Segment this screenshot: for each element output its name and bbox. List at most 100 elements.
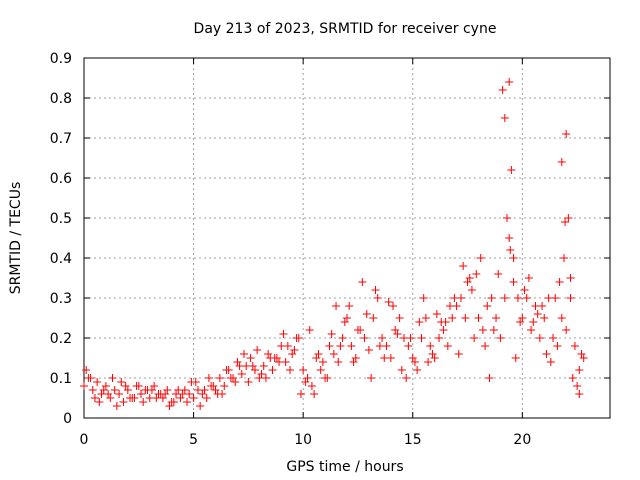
data-point <box>559 254 568 262</box>
data-point <box>459 262 468 270</box>
data-point <box>505 234 514 242</box>
data-point <box>101 382 110 390</box>
data-point <box>496 334 505 342</box>
data-point <box>233 358 242 366</box>
data-point <box>481 342 490 350</box>
data-point <box>178 390 187 398</box>
data-point <box>80 382 88 390</box>
data-point <box>104 390 113 398</box>
data-point <box>579 354 588 362</box>
plot-frame <box>83 57 611 419</box>
data-point <box>402 374 411 382</box>
data-point <box>268 366 277 374</box>
data-point <box>397 366 406 374</box>
data-point <box>93 378 102 386</box>
data-point <box>257 370 266 378</box>
chart-title: Day 213 of 2023, SRMTID for receiver cyn… <box>194 21 497 37</box>
data-point <box>119 398 128 406</box>
data-point <box>360 334 369 342</box>
data-point <box>476 254 485 262</box>
data-point <box>325 342 334 350</box>
data-point <box>305 326 314 334</box>
y-tick-label: 0.2 <box>50 331 72 347</box>
data-point <box>575 366 584 374</box>
data-point <box>156 390 165 398</box>
y-tick-label: 0 <box>63 411 72 427</box>
data-points <box>80 78 588 410</box>
data-point <box>505 78 514 86</box>
data-point <box>117 378 126 386</box>
data-point <box>110 386 119 394</box>
data-point <box>327 330 336 338</box>
data-point <box>220 382 229 390</box>
data-point <box>343 314 351 322</box>
data-point <box>454 350 463 358</box>
data-point <box>430 354 439 362</box>
data-point <box>270 354 279 362</box>
data-point <box>332 302 341 310</box>
data-point <box>575 390 584 398</box>
data-point <box>323 374 332 382</box>
data-point <box>566 294 575 302</box>
data-point <box>237 370 246 378</box>
data-point <box>435 334 444 342</box>
data-point <box>106 394 115 402</box>
y-tick-label: 0.4 <box>50 251 72 267</box>
data-point <box>492 314 501 322</box>
data-point <box>226 374 235 382</box>
data-point <box>487 294 496 302</box>
data-point <box>235 362 244 370</box>
y-tick-label: 0.7 <box>50 131 72 147</box>
data-point <box>95 398 104 406</box>
data-point <box>283 342 292 350</box>
data-point <box>529 318 538 326</box>
data-point <box>362 310 371 318</box>
data-point <box>86 374 95 382</box>
data-point <box>375 342 384 350</box>
data-point <box>443 342 452 350</box>
data-point <box>522 294 531 302</box>
data-point <box>413 366 422 374</box>
data-point <box>347 342 356 350</box>
data-point <box>369 314 378 322</box>
data-point <box>509 254 518 262</box>
data-point <box>211 386 220 394</box>
data-point <box>424 358 433 366</box>
data-point <box>296 390 305 398</box>
data-point <box>511 354 520 362</box>
data-point <box>546 358 555 366</box>
data-point <box>174 386 183 394</box>
data-point <box>393 330 402 338</box>
data-point <box>380 354 389 362</box>
data-point <box>540 314 549 322</box>
data-point <box>562 326 571 334</box>
data-point <box>204 374 213 382</box>
data-point <box>535 334 544 342</box>
data-point <box>527 326 536 334</box>
data-point <box>513 294 522 302</box>
data-point <box>200 386 209 394</box>
data-point <box>340 318 349 326</box>
data-point <box>123 386 132 394</box>
data-point <box>292 334 301 342</box>
data-point <box>384 298 393 306</box>
data-point <box>88 386 97 394</box>
data-point <box>329 350 338 358</box>
data-point <box>163 386 172 394</box>
data-point <box>421 314 430 322</box>
data-point <box>568 374 577 382</box>
data-point <box>391 326 400 334</box>
data-point <box>518 314 527 322</box>
data-point <box>353 326 362 334</box>
data-point <box>524 274 533 282</box>
data-point <box>500 294 509 302</box>
data-point <box>290 346 299 354</box>
data-point <box>310 390 319 398</box>
data-point <box>489 326 498 334</box>
x-tick-label: 10 <box>294 432 312 448</box>
data-point <box>250 366 259 374</box>
data-point <box>494 270 503 278</box>
data-point <box>470 334 479 342</box>
axis-ticks: 0 0.1 0.2 0.3 0.4 0.5 0.6 0.7 0.8 0.9 0 5 10 15 20 <box>50 51 610 448</box>
